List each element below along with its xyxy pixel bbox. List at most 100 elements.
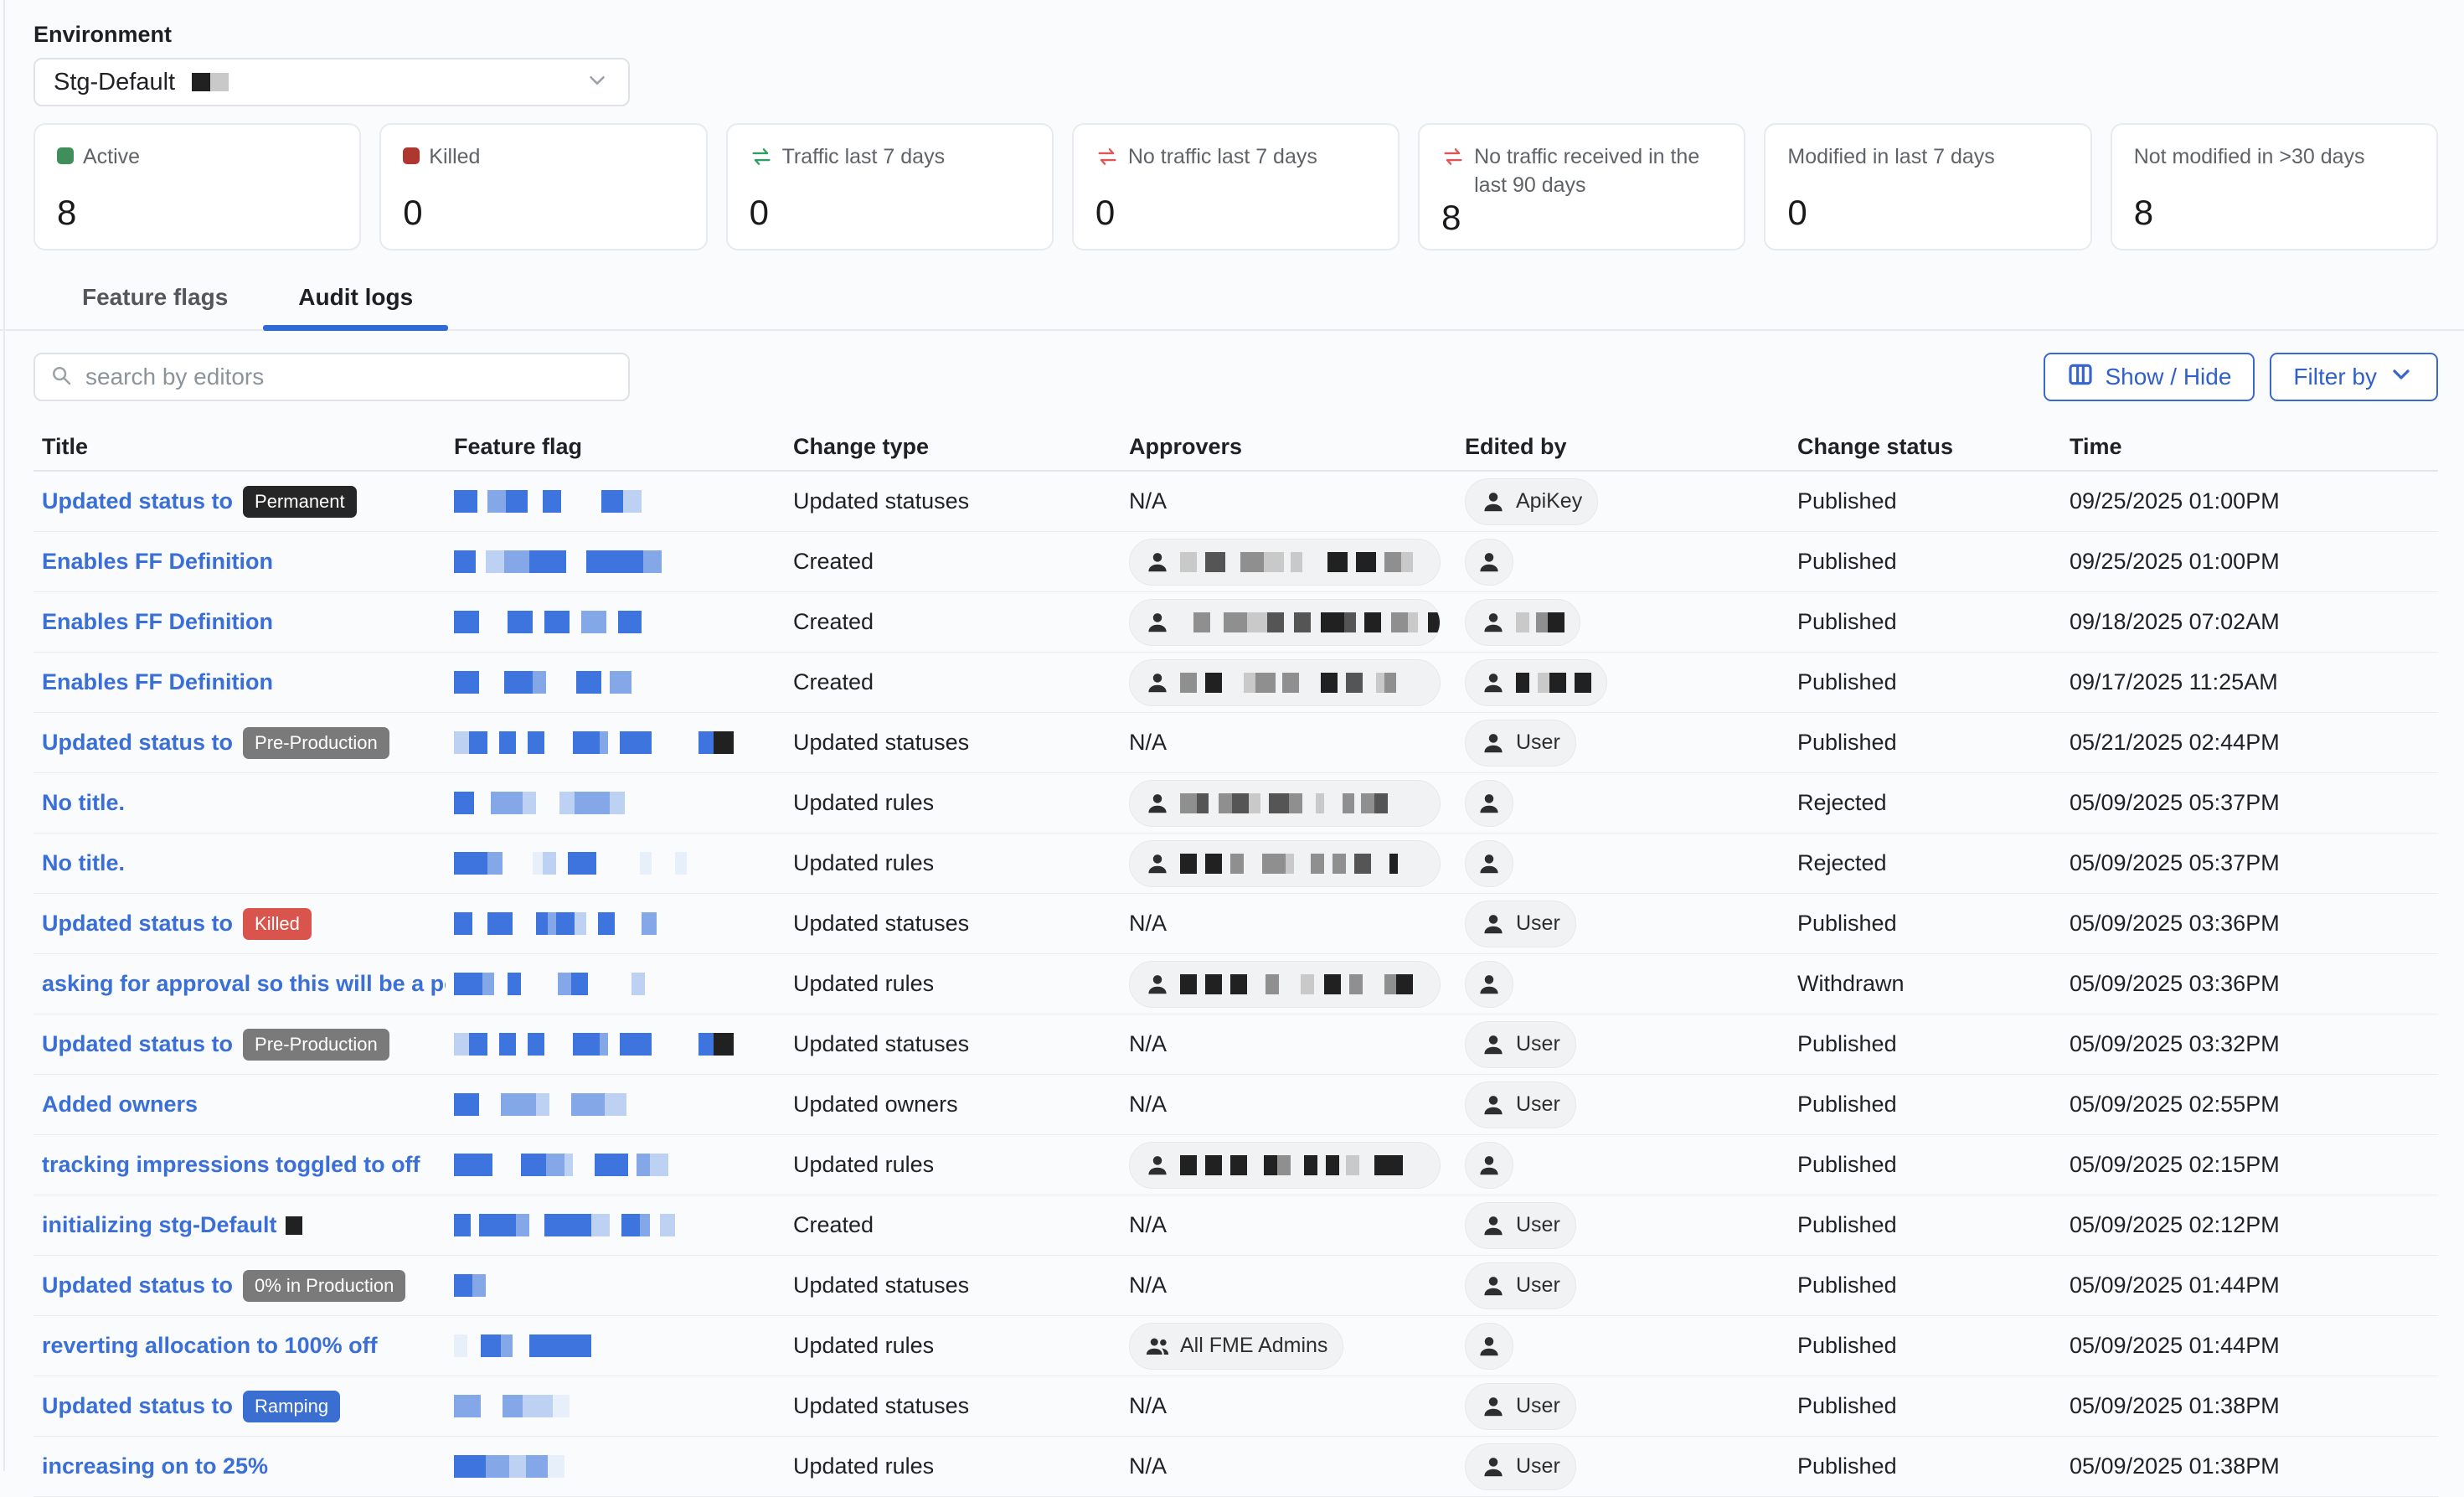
feature-flag-redacted xyxy=(454,792,625,814)
show-hide-label: Show / Hide xyxy=(2105,364,2232,390)
edited-by-pill: User xyxy=(1465,1081,1576,1128)
person-icon xyxy=(1148,793,1167,813)
cell-feature-flag xyxy=(446,973,785,995)
audit-title-link[interactable]: Updated status to xyxy=(42,1393,234,1418)
table-row: Enables FF Definition Created Published … xyxy=(34,592,2438,653)
audit-title-link[interactable]: Updated status to xyxy=(42,1031,234,1056)
panel-edge-divider xyxy=(3,0,5,1471)
person-icon xyxy=(1148,854,1167,873)
table-row: asking for approval so this will be a pe… xyxy=(34,954,2438,1014)
cell-approvers: N/A xyxy=(1121,730,1456,756)
column-header-feature-flag: Feature flag xyxy=(454,433,583,459)
cell-edited-by: User xyxy=(1456,1081,1789,1128)
stat-card: No traffic last 7 days 0 xyxy=(1071,123,1400,250)
edited-by-pill: User xyxy=(1465,1382,1576,1430)
column-header-change-type: Change type xyxy=(793,433,930,459)
feature-flag-redacted xyxy=(454,1334,591,1357)
status-badge: 0% in Production xyxy=(243,1269,406,1302)
audit-title-link[interactable]: No title. xyxy=(42,790,125,815)
table-row: Enables FF Definition Created Published … xyxy=(34,653,2438,713)
edited-by-pill: User xyxy=(1465,900,1576,947)
cell-time: 09/18/2025 07:02AM xyxy=(2070,609,2280,634)
table-row: initializing stg-Default Created N/A Use… xyxy=(34,1195,2438,1256)
audit-title-link[interactable]: Enables FF Definition xyxy=(42,609,274,634)
column-header-change-status: Change status xyxy=(1797,433,1954,459)
tab-feature-flags[interactable]: Feature flags xyxy=(82,284,229,310)
audit-title-link[interactable]: No title. xyxy=(42,850,125,875)
cell-edited-by xyxy=(1456,658,1789,706)
environment-label: Environment xyxy=(34,22,173,47)
edited-by-name: User xyxy=(1516,1092,1560,1116)
edited-by-name: User xyxy=(1516,1213,1560,1236)
status-badge: Killed xyxy=(243,907,312,940)
approver-pill xyxy=(1129,658,1441,706)
approver-name: All FME Admins xyxy=(1180,1334,1328,1357)
active-square-icon xyxy=(57,147,74,164)
audit-title-link[interactable]: Updated status to xyxy=(42,488,234,514)
table-row: Updated status to Killed Updated statuse… xyxy=(34,894,2438,954)
audit-title-link[interactable]: Enables FF Definition xyxy=(42,669,274,694)
cell-time: 05/09/2025 02:55PM xyxy=(2070,1092,2280,1117)
tab-audit-logs[interactable]: Audit logs xyxy=(263,272,449,331)
table-row: No title. Updated rules Rejected 05/09/2… xyxy=(34,773,2438,834)
cell-change-status: Published xyxy=(1797,1152,1897,1177)
audit-title-link[interactable]: Updated status to xyxy=(42,1272,234,1298)
audit-title-link[interactable]: Updated status to xyxy=(42,911,234,936)
cell-change-type: Created xyxy=(793,609,874,634)
audit-title-link[interactable]: initializing stg-Default xyxy=(42,1212,277,1237)
cell-change-type: Updated rules xyxy=(793,1152,935,1177)
audit-title-link[interactable]: Added owners xyxy=(42,1092,198,1117)
cell-feature-flag xyxy=(446,792,785,814)
cell-change-status: Published xyxy=(1797,669,1897,694)
feature-flag-redacted xyxy=(454,1274,486,1297)
stat-card: Traffic last 7 days 0 xyxy=(725,123,1054,250)
search-input[interactable] xyxy=(84,363,615,391)
cell-time: 05/09/2025 05:37PM xyxy=(2070,850,2280,875)
person-icon xyxy=(1484,673,1503,692)
cell-approvers: N/A xyxy=(1121,1031,1456,1057)
stat-card-value: 8 xyxy=(2133,193,2154,232)
tab-bar: Feature flags Audit logs xyxy=(0,272,2464,331)
search-box[interactable] xyxy=(34,353,630,401)
table-body: Updated status to Permanent Updated stat… xyxy=(34,472,2438,1497)
audit-title-link[interactable]: Updated status to xyxy=(42,730,234,755)
cell-change-type: Updated owners xyxy=(793,1092,958,1117)
show-hide-columns-button[interactable]: Show / Hide xyxy=(2044,353,2255,401)
filter-by-button[interactable]: Filter by xyxy=(2270,353,2438,401)
feature-flag-redacted xyxy=(454,1154,668,1176)
search-icon xyxy=(49,363,74,392)
approvers-na: N/A xyxy=(1129,1272,1168,1298)
cell-change-type: Created xyxy=(793,669,874,694)
cell-title: Updated status to Permanent xyxy=(34,485,446,518)
cell-time: 05/09/2025 02:12PM xyxy=(2070,1212,2280,1237)
people-icon xyxy=(1146,1338,1169,1355)
cell-feature-flag xyxy=(446,671,785,694)
cell-feature-flag xyxy=(446,490,785,513)
audit-title-link[interactable]: Enables FF Definition xyxy=(42,549,274,574)
cell-title: Added owners xyxy=(34,1092,446,1118)
audit-title-link[interactable]: reverting allocation to 100% off xyxy=(42,1333,378,1358)
environment-dropdown[interactable]: Stg-Default xyxy=(34,58,630,106)
cell-time: 05/09/2025 01:44PM xyxy=(2070,1333,2280,1358)
cell-change-status: Published xyxy=(1797,609,1897,634)
cell-edited-by xyxy=(1456,779,1789,827)
approver-redacted-name xyxy=(1180,853,1398,874)
table-row: Added owners Updated owners N/A User Pub… xyxy=(34,1075,2438,1135)
person-icon xyxy=(1148,1155,1167,1174)
edited-by-pill xyxy=(1465,960,1513,1008)
cell-approvers xyxy=(1121,779,1456,827)
audit-title-link[interactable]: increasing on to 25% xyxy=(42,1453,269,1479)
cell-edited-by: User xyxy=(1456,900,1789,947)
table-row: Enables FF Definition Created Published … xyxy=(34,532,2438,592)
cell-approvers xyxy=(1121,598,1456,646)
approvers-na: N/A xyxy=(1129,1453,1168,1479)
traffic-arrows-icon xyxy=(1444,148,1462,165)
cell-time: 05/21/2025 02:44PM xyxy=(2070,730,2280,755)
audit-title-link[interactable]: tracking impressions toggled to off xyxy=(42,1152,420,1177)
edited-by-name: User xyxy=(1516,1032,1560,1056)
cell-change-type: Updated rules xyxy=(793,1453,935,1479)
edited-by-pill: User xyxy=(1465,1020,1576,1068)
audit-title-link[interactable]: asking for approval so this will be a pe xyxy=(42,971,446,996)
stat-cards-row: Active 8 Killed 0 Traffic last 7 days 0 … xyxy=(34,123,2438,250)
cell-change-status: Published xyxy=(1797,911,1897,936)
